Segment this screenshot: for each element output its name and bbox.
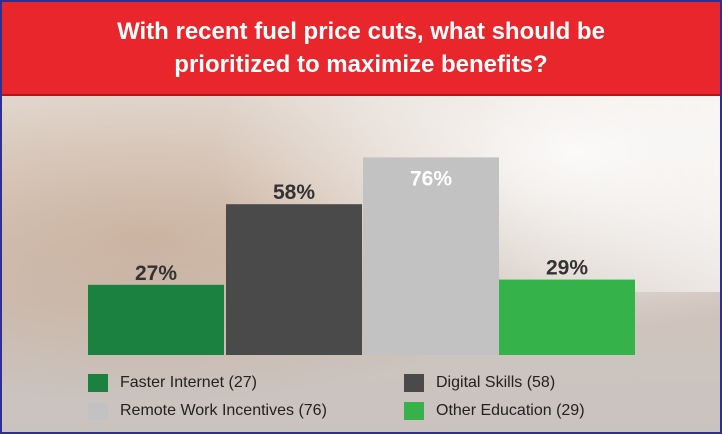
- data-label-remote-work-incentives: 76%: [410, 167, 452, 190]
- bar-remote-work-incentives: [363, 157, 499, 355]
- chart-title: With recent fuel price cuts, what should…: [117, 18, 605, 78]
- legend-item-digital-skills: Digital Skills (58): [404, 374, 555, 392]
- legend: Faster Internet (27) Digital Skills (58)…: [88, 374, 688, 430]
- legend-label-remote-work-incentives: Remote Work Incentives (76): [120, 402, 327, 419]
- data-label-other-education: 29%: [546, 257, 588, 280]
- legend-item-remote-work-incentives: Remote Work Incentives (76): [88, 402, 327, 420]
- title-banner: With recent fuel price cuts, what should…: [2, 2, 720, 96]
- bar-faster-internet: [88, 284, 224, 355]
- legend-swatch-faster-internet: [88, 374, 108, 392]
- legend-label-faster-internet: Faster Internet (27): [120, 374, 257, 391]
- bar-digital-skills: [226, 204, 362, 355]
- bar-other-education: [499, 279, 635, 355]
- data-label-faster-internet: 27%: [135, 262, 177, 285]
- background-window-light: [472, 92, 720, 292]
- data-label-digital-skills: 58%: [273, 181, 315, 204]
- legend-label-other-education: Other Education (29): [436, 402, 585, 419]
- legend-item-faster-internet: Faster Internet (27): [88, 374, 257, 392]
- legend-item-other-education: Other Education (29): [404, 402, 585, 420]
- legend-swatch-remote-work-incentives: [88, 402, 108, 420]
- legend-swatch-digital-skills: [404, 374, 424, 392]
- legend-label-digital-skills: Digital Skills (58): [436, 374, 556, 391]
- legend-swatch-other-education: [404, 402, 424, 420]
